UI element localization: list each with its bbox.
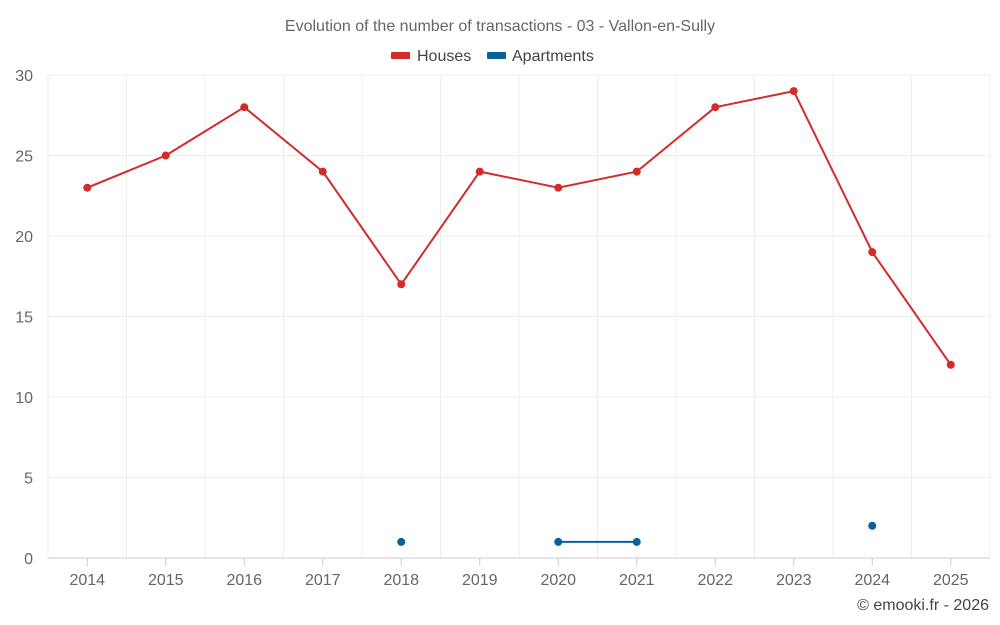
y-tick-label: 30 [15,68,33,85]
y-tick-label: 0 [24,551,33,568]
x-tick-label: 2016 [226,572,262,589]
y-axis: 0 5 10 15 20 25 30 [15,68,33,568]
x-tick-label: 2017 [305,572,341,589]
data-point[interactable] [868,521,877,530]
legend-swatch [391,52,410,59]
x-tick-label: 2022 [697,572,733,589]
y-tick-label: 5 [24,471,33,488]
data-point[interactable] [161,151,170,160]
data-point[interactable] [632,167,641,176]
x-tick-label: 2015 [148,572,184,589]
chart-title: Evolution of the number of transactions … [285,18,715,35]
legend-label: Houses [417,48,471,65]
data-point[interactable] [868,248,877,257]
x-tick-label: 2021 [619,572,655,589]
x-tick-label: 2024 [854,572,890,589]
legend-item-houses[interactable]: Houses [391,48,471,65]
x-tick-label: 2023 [776,572,812,589]
y-tick-label: 20 [15,229,33,246]
data-point[interactable] [946,360,955,369]
data-point[interactable] [711,103,720,112]
series-apartments [397,521,877,546]
y-tick-label: 15 [15,310,33,327]
x-tick-label: 2019 [462,572,498,589]
series-group [83,87,955,546]
x-tick-label: 2018 [383,572,419,589]
y-tick-label: 25 [15,149,33,166]
credit-text: © emooki.fr - 2026 [857,597,989,614]
data-point[interactable] [554,537,563,546]
x-tick-label: 2025 [933,572,969,589]
legend: Houses Apartments [391,48,594,65]
legend-item-apartments[interactable]: Apartments [487,48,594,65]
x-tick-label: 2020 [540,572,576,589]
data-point[interactable] [397,537,406,546]
grid [47,74,991,558]
series-houses [83,87,955,369]
data-point[interactable] [554,183,563,192]
data-point[interactable] [632,537,641,546]
series-line [86,90,952,366]
data-point[interactable] [475,167,484,176]
y-tick-label: 10 [15,390,33,407]
legend-label: Apartments [512,48,594,65]
x-tick-label: 2014 [69,572,105,589]
data-point[interactable] [240,103,249,112]
data-point[interactable] [397,280,406,289]
legend-swatch [487,52,506,59]
data-point[interactable] [318,167,327,176]
x-axis: 2014 2015 2016 2017 2018 2019 2020 2021 2022 2023… [48,557,990,589]
data-point[interactable] [83,183,92,192]
data-point[interactable] [789,87,798,96]
